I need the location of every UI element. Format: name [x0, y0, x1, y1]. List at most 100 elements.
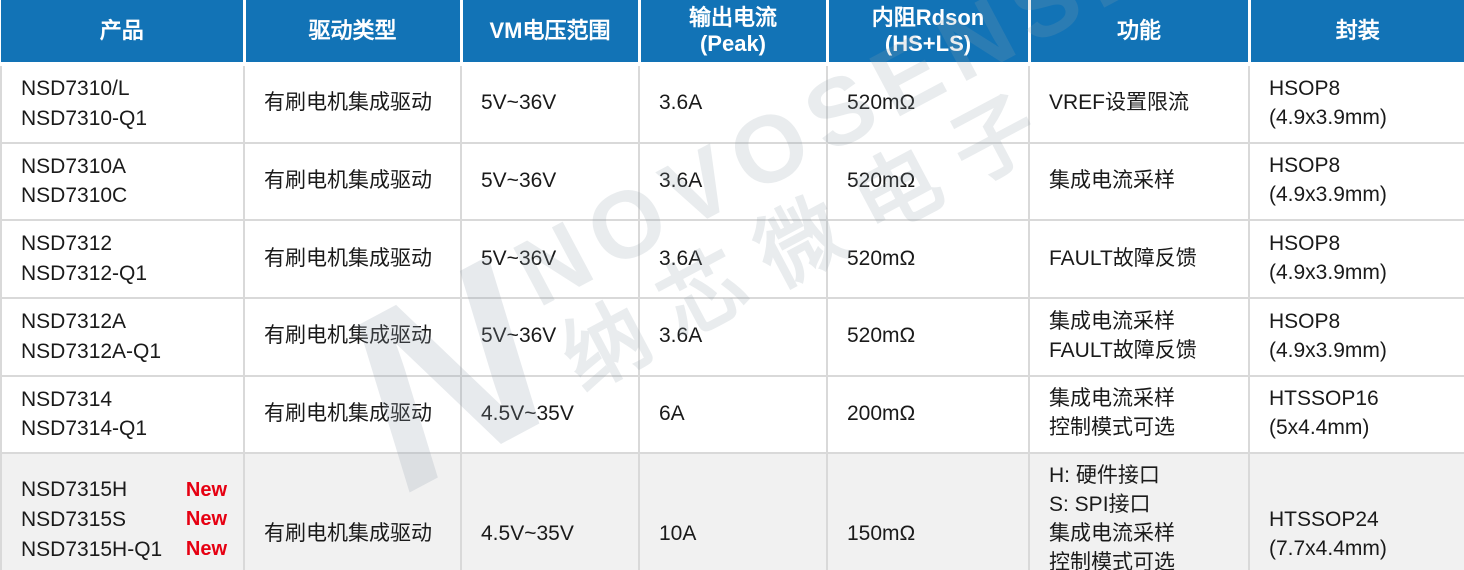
cell-features: FAULT故障反馈 — [1028, 219, 1250, 299]
cell-value: 6A — [659, 401, 685, 425]
product-line: NSD7314 — [21, 385, 233, 415]
column-header-vm: VM电压范围 — [461, 0, 641, 66]
cell-vm: 4.5V~35V — [460, 374, 640, 455]
cell-rdson: 520mΩ — [826, 296, 1030, 377]
feature-line: VREF设置限流 — [1049, 91, 1190, 115]
product-line: NSD7312 — [21, 229, 233, 259]
cell-package: HSOP8 (4.9x3.9mm) — [1248, 219, 1464, 299]
cell-product: NSD7315HNewNSD7315SNewNSD7315H-Q1NewNSD7… — [0, 452, 245, 570]
column-header-rdson: 内阻Rdson (HS+LS) — [827, 0, 1031, 66]
column-header-line: (HS+LS) — [884, 31, 972, 56]
column-header-product: 产品 — [1, 0, 246, 66]
product-line: NSD7310-Q1 — [21, 104, 233, 134]
cell-value: 3.6A — [659, 91, 703, 115]
cell-vm: 5V~36V — [460, 219, 640, 299]
cell-drive: 有刷电机集成驱动 — [243, 141, 462, 222]
cell-current: 3.6A — [638, 141, 828, 222]
feature-line: 集成电流采样 — [1049, 522, 1175, 546]
product-name: NSD7312 — [21, 232, 113, 256]
product-name: NSD7315H-Q1 — [21, 537, 163, 561]
table-header-row: 产品 驱动类型 VM电压范围 输出电流 (Peak) 内阻Rdson (HS+LS) 功能 封装 — [1, 0, 1464, 66]
package-line: (4.9x3.9mm) — [1269, 338, 1387, 362]
product-name: NSD7312A — [21, 309, 127, 333]
feature-line: H: 硬件接口 — [1049, 464, 1160, 488]
cell-value: 520mΩ — [847, 91, 916, 115]
column-header-line: 功能 — [1116, 17, 1161, 43]
product-line: NSD7315H-Q1 New — [21, 535, 233, 565]
cell-package: HSOP8 (4.9x3.9mm) — [1248, 296, 1464, 377]
product-line: NSD7310/L — [21, 74, 233, 104]
feature-line: S: SPI接口 — [1049, 493, 1151, 517]
cell-value: 4.5V~35V — [481, 401, 574, 425]
column-header-current: 输出电流 (Peak) — [639, 0, 829, 66]
package-line: HSOP8 — [1269, 309, 1341, 333]
cell-features: 集成电流采样 控制模式可选 — [1028, 374, 1250, 455]
table-row: NSD7315HNewNSD7315SNewNSD7315H-Q1NewNSD7… — [0, 452, 1464, 570]
product-name: NSD7310/L — [21, 77, 130, 100]
new-badge: New — [185, 538, 227, 561]
cell-drive: 有刷电机集成驱动 — [243, 219, 462, 299]
cell-value: 10A — [659, 522, 697, 546]
feature-line: FAULT故障反馈 — [1049, 338, 1197, 362]
product-name: NSD7315S-Q1 — [21, 564, 161, 570]
cell-rdson: 520mΩ — [826, 63, 1030, 144]
cell-drive: 有刷电机集成驱动 — [243, 374, 462, 455]
column-header-line: 内阻Rdson — [871, 4, 985, 30]
cell-value: 有刷电机集成驱动 — [264, 246, 432, 270]
feature-line: 集成电流采样 — [1049, 168, 1175, 192]
feature-line: FAULT故障反馈 — [1049, 246, 1197, 270]
product-name: NSD7314-Q1 — [21, 417, 148, 441]
cell-package: HSOP8 (4.9x3.9mm) — [1248, 141, 1464, 222]
cell-value: 有刷电机集成驱动 — [264, 168, 432, 192]
table-row: NSD7314 NSD7314-Q1 有刷电机集成驱动 4.5V~35V 6A 200mΩ… — [0, 374, 1464, 455]
table-row: NSD7312A NSD7312A-Q1 有刷电机集成驱动 5V~36V 3.6A 520… — [0, 296, 1464, 377]
cell-product: NSD7310A NSD7310C — [0, 141, 245, 222]
feature-line: 控制模式可选 — [1049, 551, 1175, 570]
product-name: NSD7315H — [21, 477, 128, 501]
cell-package: HTSSOP16 (5x4.4mm) — [1248, 374, 1464, 455]
package-line: HSOP8 — [1269, 154, 1341, 178]
cell-value: 520mΩ — [847, 168, 916, 192]
new-badge: New — [186, 565, 227, 570]
cell-value: 3.6A — [659, 246, 703, 270]
product-line: NSD7314-Q1 — [21, 414, 233, 444]
cell-features: VREF设置限流 — [1028, 63, 1250, 144]
column-header-drive: 驱动类型 — [244, 0, 463, 66]
cell-value: 有刷电机集成驱动 — [264, 324, 432, 348]
cell-rdson: 150mΩ — [826, 452, 1030, 570]
cell-vm: 4.5V~35V — [460, 452, 640, 570]
feature-line: 集成电流采样 — [1049, 309, 1175, 333]
cell-value: 4.5V~35V — [481, 522, 574, 546]
cell-current: 3.6A — [638, 296, 828, 377]
cell-vm: 5V~36V — [460, 296, 640, 377]
cell-rdson: 520mΩ — [826, 219, 1030, 299]
cell-value: 520mΩ — [847, 246, 916, 270]
cell-rdson: 520mΩ — [826, 141, 1030, 222]
product-line: NSD7312A-Q1 — [21, 337, 233, 367]
package-line: HSOP8 — [1269, 232, 1341, 256]
table-row: NSD7312 NSD7312-Q1 有刷电机集成驱动 5V~36V 3.6A 520mΩ… — [0, 219, 1464, 299]
package-line: (4.9x3.9mm) — [1269, 105, 1387, 129]
feature-line: 集成电流采样 — [1049, 387, 1175, 411]
cell-vm: 5V~36V — [460, 63, 640, 144]
table-row: NSD7310/L NSD7310-Q1 有刷电机集成驱动 5V~36V 3.6A 520… — [0, 63, 1464, 144]
cell-value: 520mΩ — [847, 324, 916, 348]
column-header-line: 输出电流 — [688, 4, 777, 30]
cell-current: 3.6A — [638, 63, 828, 144]
cell-value: 3.6A — [659, 168, 703, 192]
cell-current: 10A — [638, 452, 828, 570]
cell-value: 有刷电机集成驱动 — [264, 91, 432, 115]
column-header-line: 产品 — [99, 17, 144, 43]
column-header-line: 封装 — [1335, 17, 1380, 43]
cell-product: NSD7312 NSD7312-Q1 — [0, 219, 245, 299]
product-line: NSD7310C — [21, 181, 233, 211]
column-header-line: (Peak) — [699, 31, 767, 56]
package-line: HSOP8 — [1269, 76, 1341, 100]
product-line: NSD7312-Q1 — [21, 259, 233, 289]
package-line: (4.9x3.9mm) — [1269, 261, 1387, 285]
cell-package: HSOP8 (4.9x3.9mm) — [1248, 63, 1464, 144]
product-name: NSD7310-Q1 — [21, 106, 148, 130]
table-row: NSD7310A NSD7310C 有刷电机集成驱动 5V~36V 3.6A 520mΩ 集… — [0, 141, 1464, 222]
product-name: NSD7314 — [21, 387, 113, 411]
